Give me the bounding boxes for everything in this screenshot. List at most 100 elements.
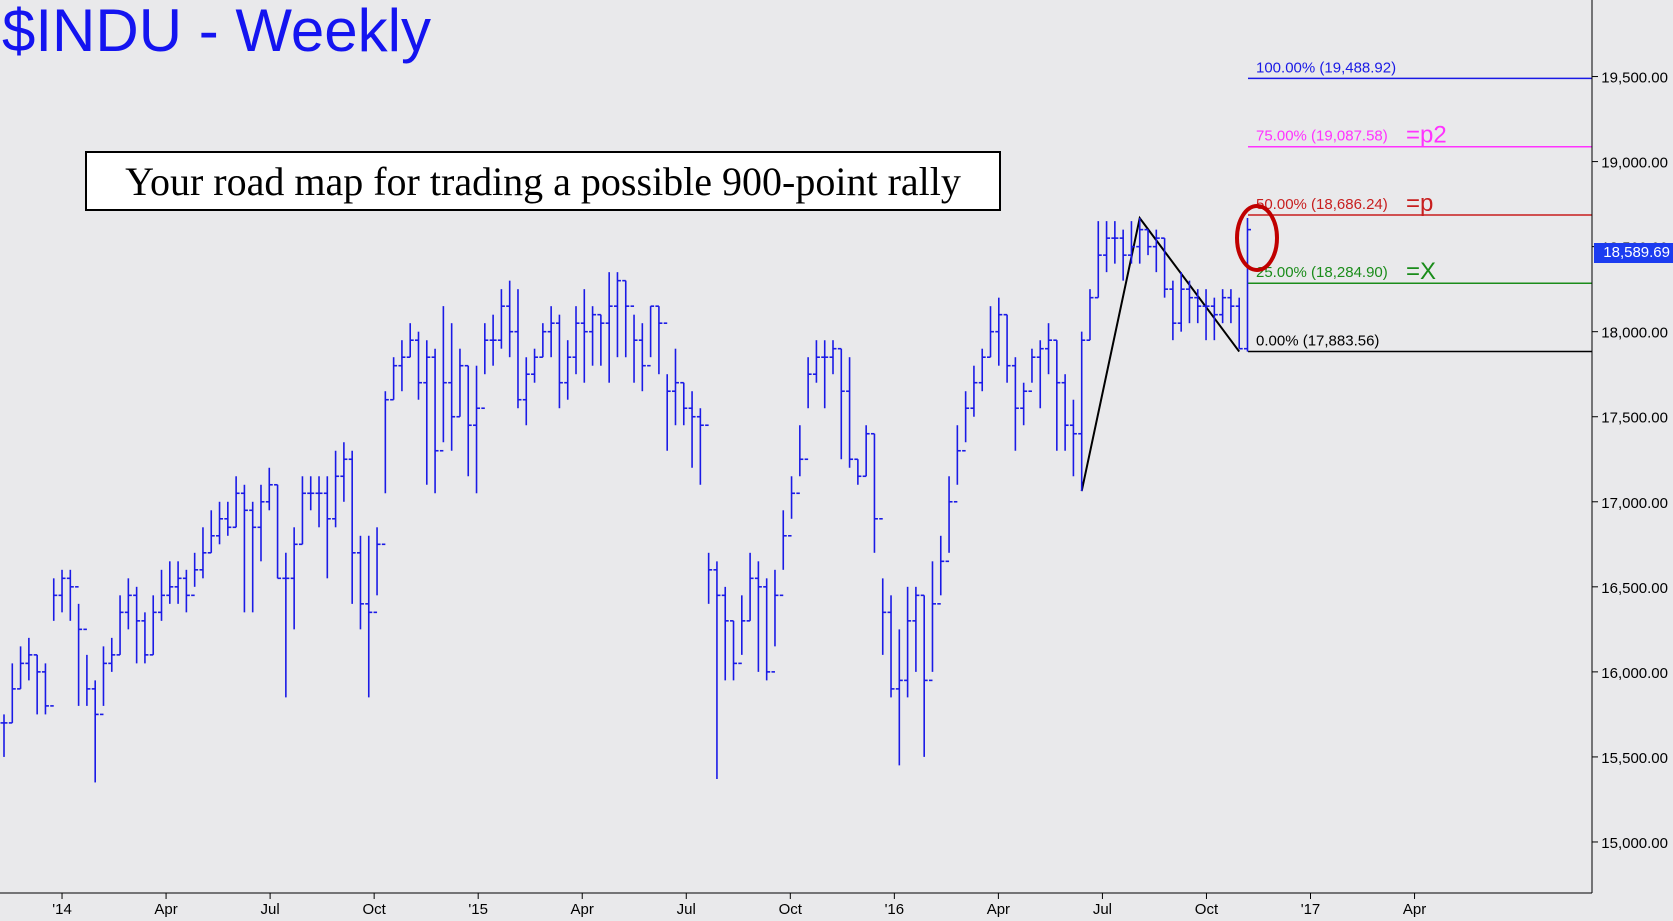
ohlc-bar: [448, 323, 456, 451]
ohlc-bar: [298, 476, 306, 546]
ohlc-bar: [605, 272, 613, 383]
ohlc-bar: [638, 323, 646, 392]
ohlc-bar: [191, 552, 199, 597]
x-tick-label: '16: [885, 901, 905, 918]
ohlc-bar: [1119, 229, 1127, 281]
ohlc-bar: [721, 586, 729, 681]
ohlc-bar: [473, 365, 481, 494]
ohlc-bar: [1061, 374, 1069, 451]
annotation-box: Your road map for trading a possible 900…: [85, 151, 1001, 211]
swing-pattern-line: [1080, 215, 1241, 492]
ohlc-bar: [1003, 313, 1011, 383]
swing-pattern-layer: [1080, 215, 1241, 492]
ohlc-bar: [987, 306, 995, 359]
ohlc-bar: [771, 569, 779, 673]
ohlc-bar: [779, 510, 787, 597]
ohlc-bar: [788, 476, 796, 537]
ohlc-bar: [1136, 218, 1144, 264]
ohlc-bar: [1194, 289, 1202, 324]
ohlc-bar: [1086, 289, 1094, 341]
ohlc-bar: [854, 458, 862, 485]
ohlc-bar: [846, 357, 854, 468]
ohlc-bar: [282, 552, 290, 698]
ohlc-bar: [655, 305, 663, 375]
x-tick-label: Jul: [677, 901, 696, 918]
ohlc-bar: [166, 561, 174, 604]
fib-target-2: =p: [1406, 190, 1433, 217]
highlight-circle: [1235, 204, 1279, 272]
ohlc-bar: [307, 476, 315, 511]
ohlc-bar: [0, 714, 8, 757]
ohlc-bar: [431, 348, 439, 494]
ohlc-bar: [564, 340, 572, 400]
ohlc-bar: [746, 552, 754, 622]
ohlc-bar: [216, 501, 224, 545]
ohlc-bar: [688, 391, 696, 468]
ohlc-bar: [1152, 229, 1160, 273]
ohlc-bar: [99, 646, 107, 716]
ohlc-bar: [928, 561, 936, 682]
ohlc-bar: [879, 517, 887, 655]
ohlc-bar: [597, 313, 605, 366]
ohlc-bar: [1053, 339, 1061, 451]
fib-lines-layer: [1248, 77, 1592, 353]
ohlc-bar: [580, 289, 588, 383]
y-tick-label: 16,000.00: [1601, 665, 1668, 682]
ohlc-bar: [555, 314, 563, 409]
ohlc-bar: [671, 348, 679, 426]
ohlc-bar: [539, 323, 547, 359]
ohlc-bar: [174, 561, 182, 604]
ohlc-bar: [274, 483, 282, 580]
ohlc-bar: [249, 501, 257, 613]
ohlc-bar: [613, 272, 621, 358]
ohlc-bar: [763, 578, 771, 681]
ohlc-bar: [406, 323, 414, 359]
ohlc-bar: [398, 340, 406, 392]
ohlc-bar: [920, 594, 928, 757]
fib-label-3: 25.00% (18,284.90): [1256, 264, 1388, 281]
ohlc-bar: [1045, 323, 1053, 375]
ohlc-bar: [1169, 280, 1177, 341]
y-tick-label: 17,000.00: [1601, 495, 1668, 512]
ohlc-bar: [1127, 221, 1135, 264]
ohlc-bar: [232, 476, 240, 529]
ohlc-bar: [83, 628, 91, 706]
y-tick-label: 16,500.00: [1601, 580, 1668, 597]
ohlc-bar: [182, 569, 190, 613]
y-tick-label: 19,000.00: [1601, 155, 1668, 172]
ohlc-bar: [754, 561, 762, 672]
ohlc-bar: [464, 364, 472, 477]
ohlc-bar: [315, 476, 323, 528]
ohlc-bar: [1020, 382, 1028, 426]
ohlc-bar: [224, 501, 232, 536]
ohlc-bar: [373, 527, 381, 614]
ohlc-bar: [696, 408, 704, 485]
ohlc-bar: [240, 484, 248, 613]
ohlc-bar: [572, 306, 580, 375]
ohlc-bar: [1202, 289, 1210, 341]
fib-target-1: =p2: [1406, 122, 1447, 149]
ohlc-bar: [91, 680, 99, 783]
ohlc-bar: [1235, 297, 1243, 350]
ohlc-bar: [75, 586, 83, 706]
ohlc-bar: [415, 331, 422, 400]
y-tick-label: 19,500.00: [1601, 70, 1668, 87]
ohlc-bar: [821, 340, 829, 409]
ohlc-bar: [158, 569, 166, 621]
fib-label-4: 0.00% (17,883.56): [1256, 332, 1379, 349]
x-tick-label: Apr: [571, 901, 594, 918]
x-axis: '14 Apr Jul Oct '15 Apr Jul Oct '16 Apr Jul Oct '17 A…: [52, 893, 1426, 918]
ohlc-bar: [531, 348, 539, 383]
ohlc-bar: [713, 561, 721, 780]
ohlc-bar: [108, 637, 116, 672]
ohlc-bar: [481, 323, 489, 410]
ohlc-bar: [290, 527, 298, 630]
ohlc-bar: [340, 442, 348, 502]
ohlc-bar: [1069, 399, 1077, 477]
ohlc-bar: [124, 578, 132, 630]
ohlc-bar: [514, 289, 522, 409]
x-tick-label: Apr: [1403, 901, 1426, 918]
ohlc-bar: [356, 535, 364, 630]
ohlc-bar: [912, 586, 920, 672]
x-tick-label: Oct: [779, 901, 803, 918]
